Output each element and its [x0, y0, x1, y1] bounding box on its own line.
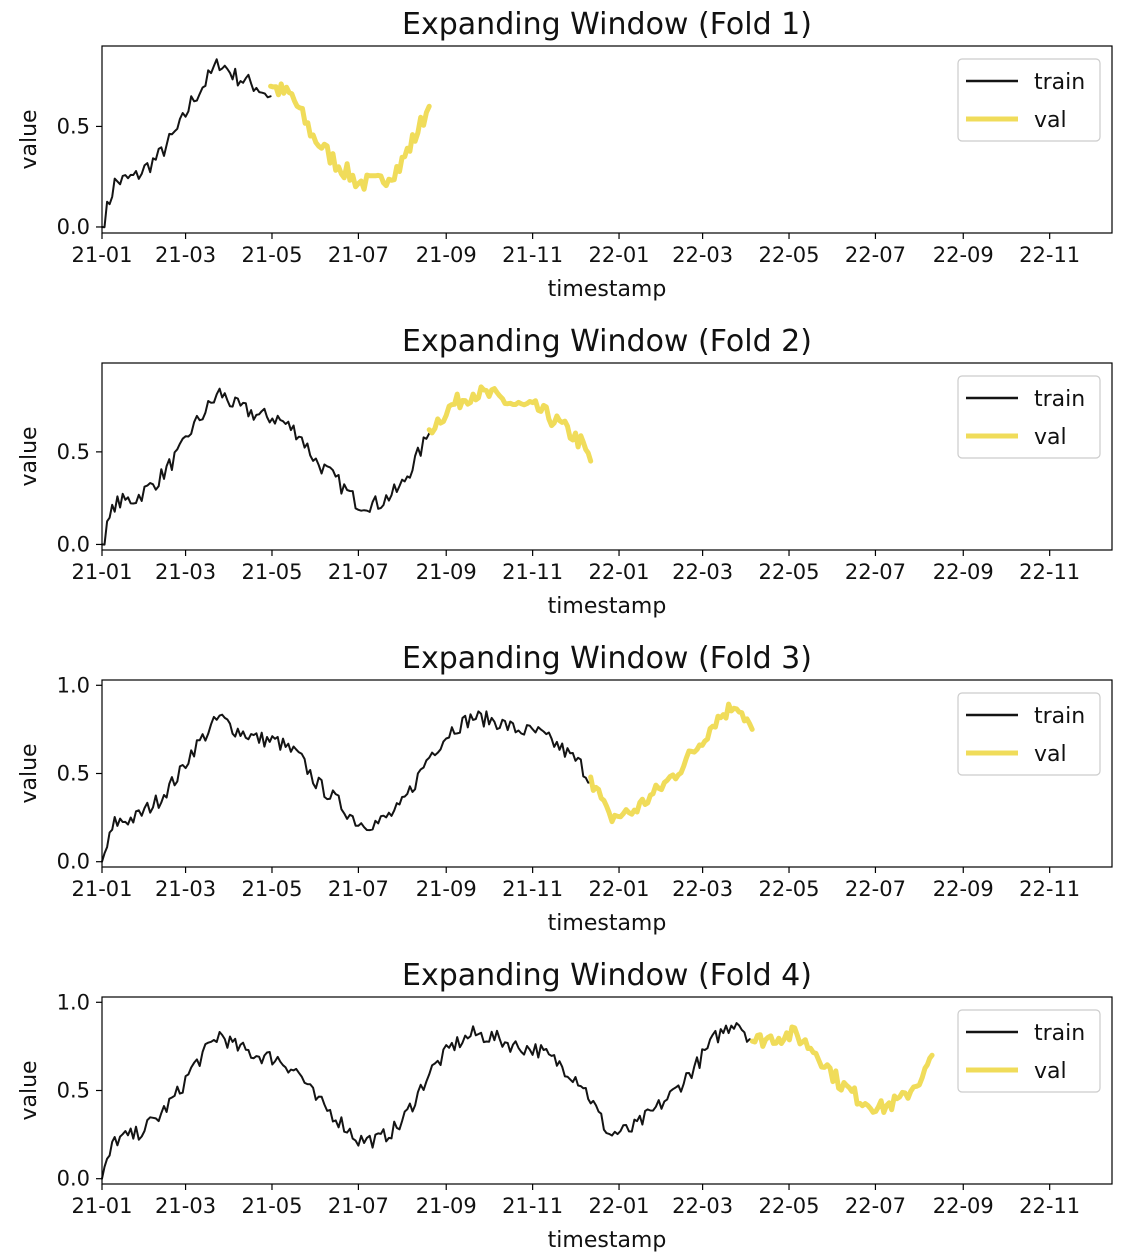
x-tick-label: 21-01: [71, 877, 132, 901]
x-tick-label: 21-03: [155, 243, 216, 267]
x-tick-label: 21-01: [71, 560, 132, 584]
y-tick-label: 0.0: [57, 850, 90, 874]
y-axis-label: value: [17, 109, 42, 169]
y-tick-label: 0.0: [57, 215, 90, 239]
x-tick-label: 21-09: [416, 877, 477, 901]
x-tick-label: 22-07: [845, 243, 906, 267]
chart-title: Expanding Window (Fold 1): [402, 7, 812, 42]
legend-label-train: train: [1034, 704, 1085, 729]
x-tick-label: 22-05: [759, 243, 820, 267]
y-tick-label: 0.0: [57, 1167, 90, 1191]
x-tick-label: 21-07: [328, 243, 389, 267]
x-tick-label: 22-07: [845, 1194, 906, 1218]
x-tick-label: 22-07: [845, 560, 906, 584]
series-line-train: [101, 387, 431, 546]
x-tick-label: 21-01: [71, 243, 132, 267]
x-tick-label: 22-11: [1019, 877, 1080, 901]
x-tick-label: 22-09: [933, 243, 994, 267]
legend-label-train: train: [1034, 387, 1085, 412]
x-axis-label: timestamp: [548, 911, 667, 936]
chart-title: Expanding Window (Fold 3): [402, 641, 812, 676]
chart-panel-4: Expanding Window (Fold 4) 21-01 21-03 21-05…: [17, 958, 1113, 1253]
y-tick-label: 0.0: [57, 532, 90, 556]
series-line-val: [426, 384, 594, 464]
y-tick-label: 1.0: [57, 990, 90, 1014]
y-axis-label: value: [17, 743, 42, 803]
legend-label-val: val: [1034, 742, 1067, 767]
legend-label-val: val: [1034, 425, 1067, 450]
x-tick-label: 21-11: [502, 243, 563, 267]
y-tick-label: 0.5: [57, 114, 90, 138]
x-tick-label: 22-01: [589, 560, 650, 584]
chart-panel-3: Expanding Window (Fold 3) 21-01 21-03 21-05…: [17, 641, 1113, 936]
chart-panel-1: Expanding Window (Fold 1) 21-01 21-03 21-05…: [17, 7, 1113, 302]
y-tick-label: 0.5: [57, 762, 90, 786]
legend-label-val: val: [1034, 108, 1067, 133]
legend-label-train: train: [1034, 70, 1085, 95]
x-tick-label: 21-03: [155, 560, 216, 584]
x-tick-label: 22-11: [1019, 243, 1080, 267]
x-tick-label: 22-11: [1019, 560, 1080, 584]
x-tick-label: 21-01: [71, 1194, 132, 1218]
x-tick-label: 22-03: [672, 560, 733, 584]
y-tick-label: 1.0: [57, 673, 90, 697]
x-tick-label: 22-07: [845, 877, 906, 901]
y-axis-label: value: [17, 426, 42, 486]
x-tick-label: 21-03: [155, 1194, 216, 1218]
series-line-train: [101, 1022, 754, 1180]
x-tick-label: 21-11: [502, 877, 563, 901]
x-tick-label: 21-09: [416, 1194, 477, 1218]
x-tick-label: 22-01: [589, 243, 650, 267]
x-tick-label: 21-07: [328, 560, 389, 584]
chart-title: Expanding Window (Fold 4): [402, 958, 812, 993]
x-tick-label: 21-05: [241, 877, 302, 901]
chart-panel-2: Expanding Window (Fold 2) 21-01 21-03 21-05…: [17, 324, 1113, 619]
x-tick-label: 21-07: [328, 877, 389, 901]
x-tick-label: 21-03: [155, 877, 216, 901]
y-tick-label: 0.5: [57, 440, 90, 464]
x-tick-label: 21-05: [241, 243, 302, 267]
x-tick-label: 21-09: [416, 243, 477, 267]
x-tick-label: 22-05: [759, 877, 820, 901]
x-tick-label: 22-03: [672, 243, 733, 267]
x-tick-label: 21-05: [241, 560, 302, 584]
x-tick-label: 22-03: [672, 1194, 733, 1218]
x-tick-label: 22-09: [933, 877, 994, 901]
x-tick-label: 22-09: [933, 560, 994, 584]
plot-frame: [101, 45, 1113, 234]
y-axis-label: value: [17, 1060, 42, 1120]
series-line-val: [268, 81, 432, 192]
x-tick-label: 22-01: [589, 1194, 650, 1218]
x-tick-label: 21-11: [502, 560, 563, 584]
x-tick-label: 21-05: [241, 1194, 302, 1218]
series-line-val: [588, 701, 755, 825]
series-line-val: [749, 1024, 935, 1115]
x-tick-label: 21-07: [328, 1194, 389, 1218]
x-tick-label: 22-09: [933, 1194, 994, 1218]
series-line-train: [101, 710, 592, 863]
x-tick-label: 22-05: [759, 1194, 820, 1218]
legend-label-val: val: [1034, 1059, 1067, 1084]
y-tick-label: 0.5: [57, 1079, 90, 1103]
x-tick-label: 22-01: [589, 877, 650, 901]
legend-label-train: train: [1034, 1021, 1085, 1046]
x-tick-label: 22-05: [759, 560, 820, 584]
x-axis-label: timestamp: [548, 277, 667, 302]
x-axis-label: timestamp: [548, 1228, 667, 1253]
series-line-train: [101, 58, 272, 229]
x-tick-label: 22-11: [1019, 1194, 1080, 1218]
x-tick-label: 22-03: [672, 877, 733, 901]
plot-frame: [101, 362, 1113, 551]
x-axis-label: timestamp: [548, 594, 667, 619]
chart-title: Expanding Window (Fold 2): [402, 324, 812, 359]
x-tick-label: 21-11: [502, 1194, 563, 1218]
x-tick-label: 21-09: [416, 560, 477, 584]
